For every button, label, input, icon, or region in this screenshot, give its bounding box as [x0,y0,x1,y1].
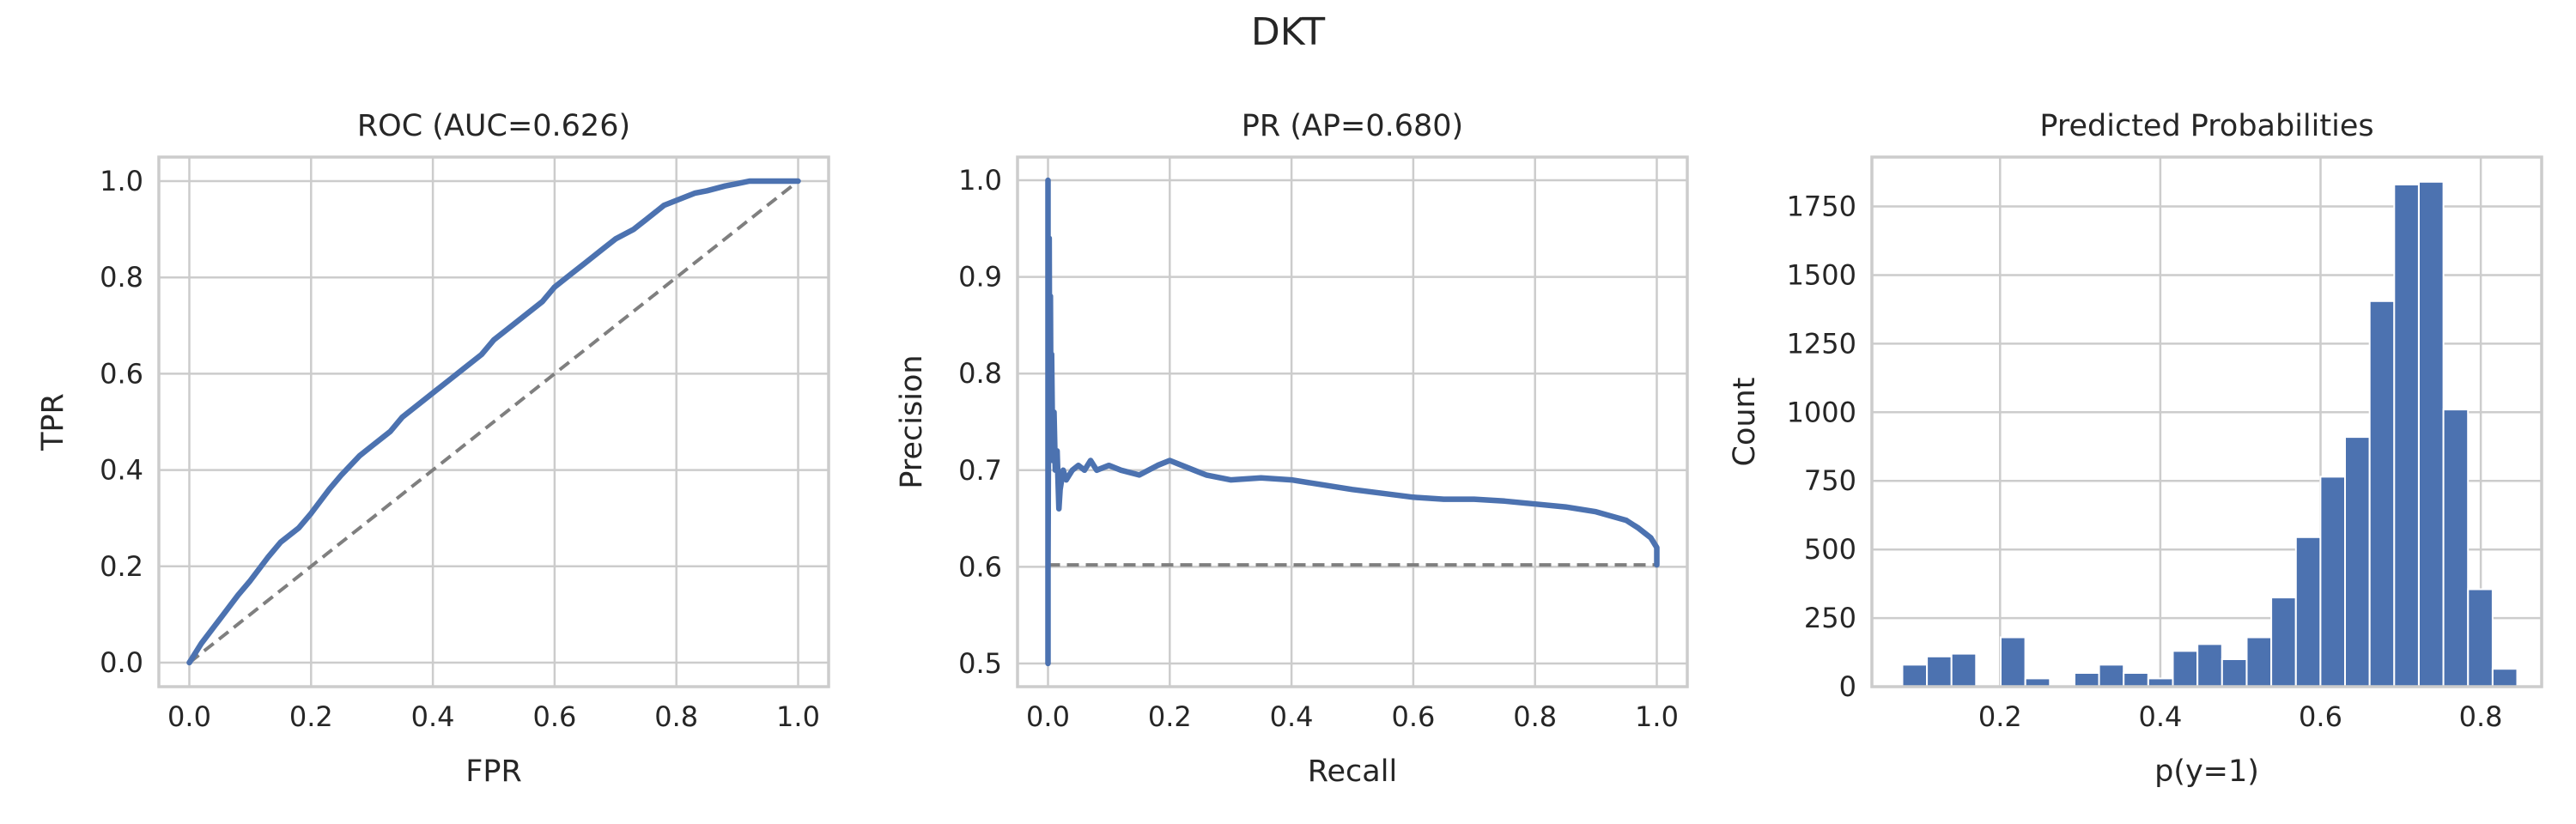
y-tick-label: 500 [1804,533,1856,566]
axes-frame [1016,155,1689,688]
histogram-bars [1901,180,2518,688]
y-axis-label: TPR [36,393,70,451]
histogram-bar [2491,668,2518,688]
histogram-bar [2098,663,2125,688]
histogram-bar [2418,180,2445,688]
x-tick-label: 0.8 [1513,700,1557,733]
x-axis-label: FPR [465,754,522,789]
y-tick-label: 1.0 [100,165,143,197]
histogram-bar [2123,672,2149,688]
x-tick-label: 1.0 [776,700,820,733]
y-tick-label: 0.7 [958,454,1002,487]
series-line [186,178,801,666]
histogram-bar [2368,300,2396,688]
y-tick-label: 1500 [1787,259,1856,292]
x-axis-label: p(y=1) [2154,754,2259,789]
series-line [1045,177,1660,667]
histogram-bar [1950,652,1978,688]
x-tick-label: 0.2 [1148,700,1192,733]
y-tick-label: 0.8 [958,357,1002,390]
histogram-bar [1926,655,1953,688]
baseline-dashed-line [188,179,799,664]
x-tick-label: 0.0 [1026,700,1070,733]
x-tick-label: 0.8 [654,700,698,733]
y-axis-label: Count [1728,378,1762,467]
x-tick-label: 0.0 [167,700,211,733]
chart-title: PR (AP=0.680) [1242,109,1463,143]
histogram-bar [2245,636,2273,688]
figure-title: DKT [1251,10,1325,54]
y-axis-label: Precision [895,354,929,488]
histogram-bar [2196,643,2223,688]
histogram-bar [2319,476,2346,688]
x-axis-label: Recall [1308,754,1397,789]
y-tick-label: 0.6 [100,357,143,390]
axes-frame [157,155,830,688]
x-tick-label: 0.4 [2138,700,2182,733]
x-tick-label: 0.6 [1391,700,1435,733]
histogram-bar [2467,588,2494,688]
y-tick-label: 0.0 [100,646,143,679]
y-tick-label: 0.8 [100,261,143,294]
histogram-bar [2344,436,2371,688]
y-tick-label: 750 [1804,464,1856,497]
y-tick-label: 1750 [1787,191,1856,223]
chart-panel-2: 0.0 0.2 0.4 0.6 0.8 1.0 0.5 0.6 0.7 0.8 0.9 1.0 PR (… [895,109,1689,789]
x-tick-label: 0.6 [532,700,576,733]
chart-title: ROC (AUC=0.626) [357,109,630,143]
axes-frame [1870,155,2543,688]
chart-title: Predicted Probabilities [2039,109,2373,143]
y-tick-label: 0.6 [958,550,1002,583]
x-tick-label: 0.4 [411,700,455,733]
x-tick-label: 0.2 [289,700,333,733]
histogram-bar [1901,663,1929,688]
y-tick-label: 0.5 [958,647,1002,680]
y-tick-label: 1.0 [958,164,1002,197]
histogram-bar [2074,672,2100,688]
y-tick-label: 0.9 [958,261,1002,294]
y-tick-label: 0.2 [100,550,143,583]
histogram-bar [2270,597,2297,688]
y-tick-label: 0 [1839,670,1856,703]
x-tick-label: 0.8 [2459,700,2503,733]
histogram-bar [2442,409,2470,688]
x-tick-label: 1.0 [1635,700,1679,733]
histogram-bar [2000,636,2026,688]
x-tick-label: 0.2 [1978,700,2022,733]
x-tick-label: 0.6 [2299,700,2342,733]
y-tick-label: 250 [1804,602,1856,634]
chart-panel-3: 0.2 0.4 0.6 0.8 0 250 500 750 1000 1250 1500 1750 Pr… [1728,109,2543,789]
histogram-bar [2393,184,2420,688]
y-tick-label: 1250 [1787,327,1856,360]
chart-panel-1: 0.0 0.2 0.4 0.6 0.8 1.0 0.0 0.2 0.4 0.6 0.8 1.0 ROC … [36,109,830,789]
histogram-bar [2172,650,2199,688]
y-tick-label: 0.4 [100,454,143,487]
histogram-bar [2221,658,2248,688]
histogram-bar [2294,536,2322,688]
y-tick-label: 1000 [1787,396,1856,428]
x-tick-label: 0.4 [1270,700,1314,733]
